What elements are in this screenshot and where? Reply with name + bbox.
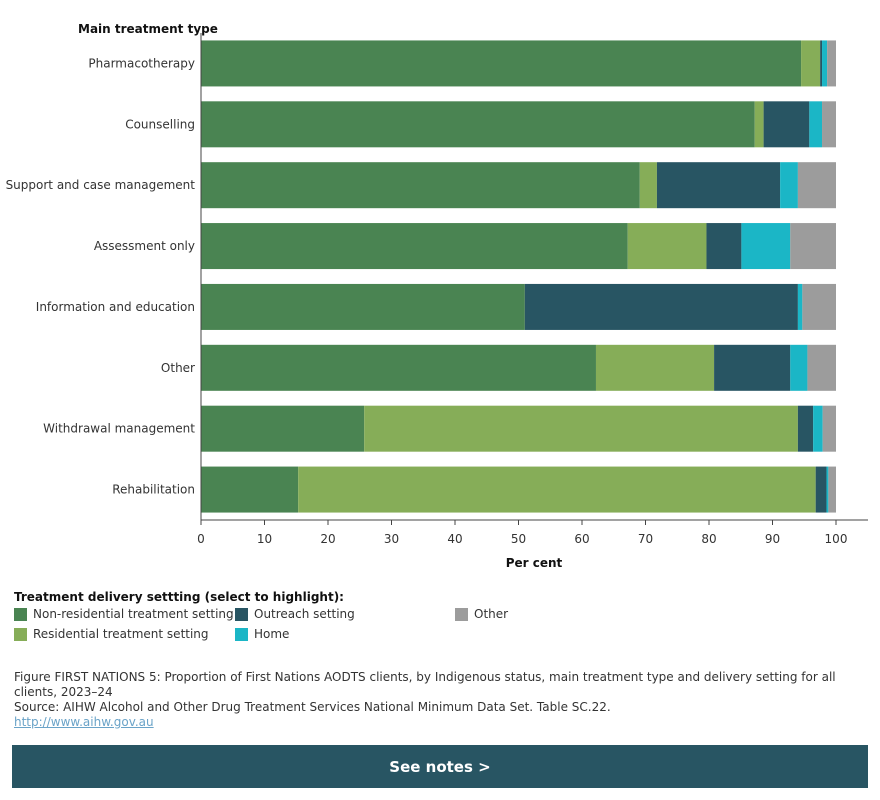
bar-segment[interactable] <box>595 344 715 391</box>
bar-segment[interactable] <box>706 223 742 270</box>
legend-item-non-residential[interactable]: Non-residential treatment setting <box>14 607 234 621</box>
category-label: Support and case management <box>6 178 196 192</box>
x-axis-title: Per cent <box>506 556 563 570</box>
bar-segment[interactable] <box>797 283 803 330</box>
bar-segment[interactable] <box>201 405 365 452</box>
bar-segment[interactable] <box>822 101 836 148</box>
bar-segment[interactable] <box>763 101 810 148</box>
bar-segment[interactable] <box>201 162 640 209</box>
bar-segment[interactable] <box>627 223 707 270</box>
bar-segment[interactable] <box>827 40 836 87</box>
legend-swatch <box>14 607 27 621</box>
legend-item-home[interactable]: Home <box>235 627 289 641</box>
bar-segment[interactable] <box>813 405 823 452</box>
x-tick-label: 50 <box>511 532 526 546</box>
bar-segment[interactable] <box>201 283 525 330</box>
x-tick-label: 90 <box>765 532 780 546</box>
bar-segment[interactable] <box>741 223 791 270</box>
x-tick-label: 70 <box>638 532 653 546</box>
x-tick-label: 100 <box>825 532 848 546</box>
see-notes-button[interactable]: See notes > <box>12 745 868 788</box>
figure-title: Figure FIRST NATIONS 5: Proportion of Fi… <box>14 670 836 699</box>
bar-segment[interactable] <box>639 162 657 209</box>
x-tick-label: 80 <box>701 532 716 546</box>
x-tick-label: 0 <box>197 532 205 546</box>
bar-segment[interactable] <box>797 162 836 209</box>
category-label: Withdrawal management <box>43 422 195 436</box>
legend-item-residential[interactable]: Residential treatment setting <box>14 627 209 641</box>
x-tick-label: 30 <box>384 532 399 546</box>
legend-label: Other <box>474 607 509 621</box>
x-tick-label: 10 <box>257 532 272 546</box>
bar-segment[interactable] <box>201 344 596 391</box>
legend-label: Home <box>254 627 290 641</box>
bar-segment[interactable] <box>807 344 836 391</box>
x-tick-label: 20 <box>320 532 335 546</box>
bar-segment[interactable] <box>809 101 823 148</box>
figure-caption: Figure FIRST NATIONS 5: Proportion of Fi… <box>14 670 864 730</box>
legend: Treatment delivery settting (select to h… <box>14 590 614 651</box>
bar-segment[interactable] <box>201 101 755 148</box>
bar-segment[interactable] <box>790 223 836 270</box>
category-label: Pharmacotherapy <box>88 56 195 70</box>
bars-group <box>201 40 836 513</box>
bar-segment[interactable] <box>822 405 836 452</box>
category-label: Rehabilitation <box>112 483 195 497</box>
stacked-bar-chart: Main treatment type Pharmacotherapy Couns… <box>6 22 868 570</box>
figure-source: Source: AIHW Alcohol and Other Drug Trea… <box>14 700 611 714</box>
bar-segment[interactable] <box>828 466 836 513</box>
bar-segment[interactable] <box>826 466 829 513</box>
x-tick-label: 60 <box>574 532 589 546</box>
bar-segment[interactable] <box>656 162 781 209</box>
x-tick-label: 40 <box>447 532 462 546</box>
bar-segment[interactable] <box>801 40 821 87</box>
x-axis-ticks: 0 10 20 30 40 50 60 70 80 90 100 <box>197 520 847 546</box>
bar-segment[interactable] <box>524 283 798 330</box>
legend-label: Non-residential treatment setting <box>33 607 234 621</box>
legend-label: Residential treatment setting <box>33 627 209 641</box>
legend-item-other[interactable]: Other <box>455 607 508 621</box>
bar-segment[interactable] <box>364 405 798 452</box>
bar-segment[interactable] <box>815 466 827 513</box>
legend-title: Treatment delivery settting (select to h… <box>14 590 344 604</box>
bar-segment[interactable] <box>790 344 808 391</box>
bar-segment[interactable] <box>822 40 828 87</box>
bar-segment[interactable] <box>780 162 798 209</box>
category-label: Information and education <box>36 300 195 314</box>
bar-segment[interactable] <box>802 283 836 330</box>
bar-segment[interactable] <box>754 101 764 148</box>
bar-segment[interactable] <box>201 223 628 270</box>
legend-swatch <box>235 607 248 621</box>
bar-segment[interactable] <box>201 466 299 513</box>
bar-segment[interactable] <box>820 40 823 87</box>
category-labels: Pharmacotherapy Counselling Support and ca… <box>6 56 196 496</box>
category-label: Assessment only <box>94 239 195 253</box>
legend-item-outreach[interactable]: Outreach setting <box>235 607 355 621</box>
legend-swatch <box>455 607 468 621</box>
bar-segment[interactable] <box>298 466 816 513</box>
legend-swatch <box>235 627 248 641</box>
legend-label: Outreach setting <box>254 607 355 621</box>
bar-segment[interactable] <box>201 40 802 87</box>
source-link[interactable]: http://www.aihw.gov.au <box>14 715 154 729</box>
legend-items: Non-residential treatment setting Reside… <box>14 607 614 651</box>
category-label: Other <box>161 361 195 375</box>
legend-swatch <box>14 627 27 641</box>
category-label: Counselling <box>125 117 195 131</box>
y-axis-title: Main treatment type <box>78 22 218 36</box>
bar-segment[interactable] <box>714 344 791 391</box>
bar-segment[interactable] <box>797 405 814 452</box>
